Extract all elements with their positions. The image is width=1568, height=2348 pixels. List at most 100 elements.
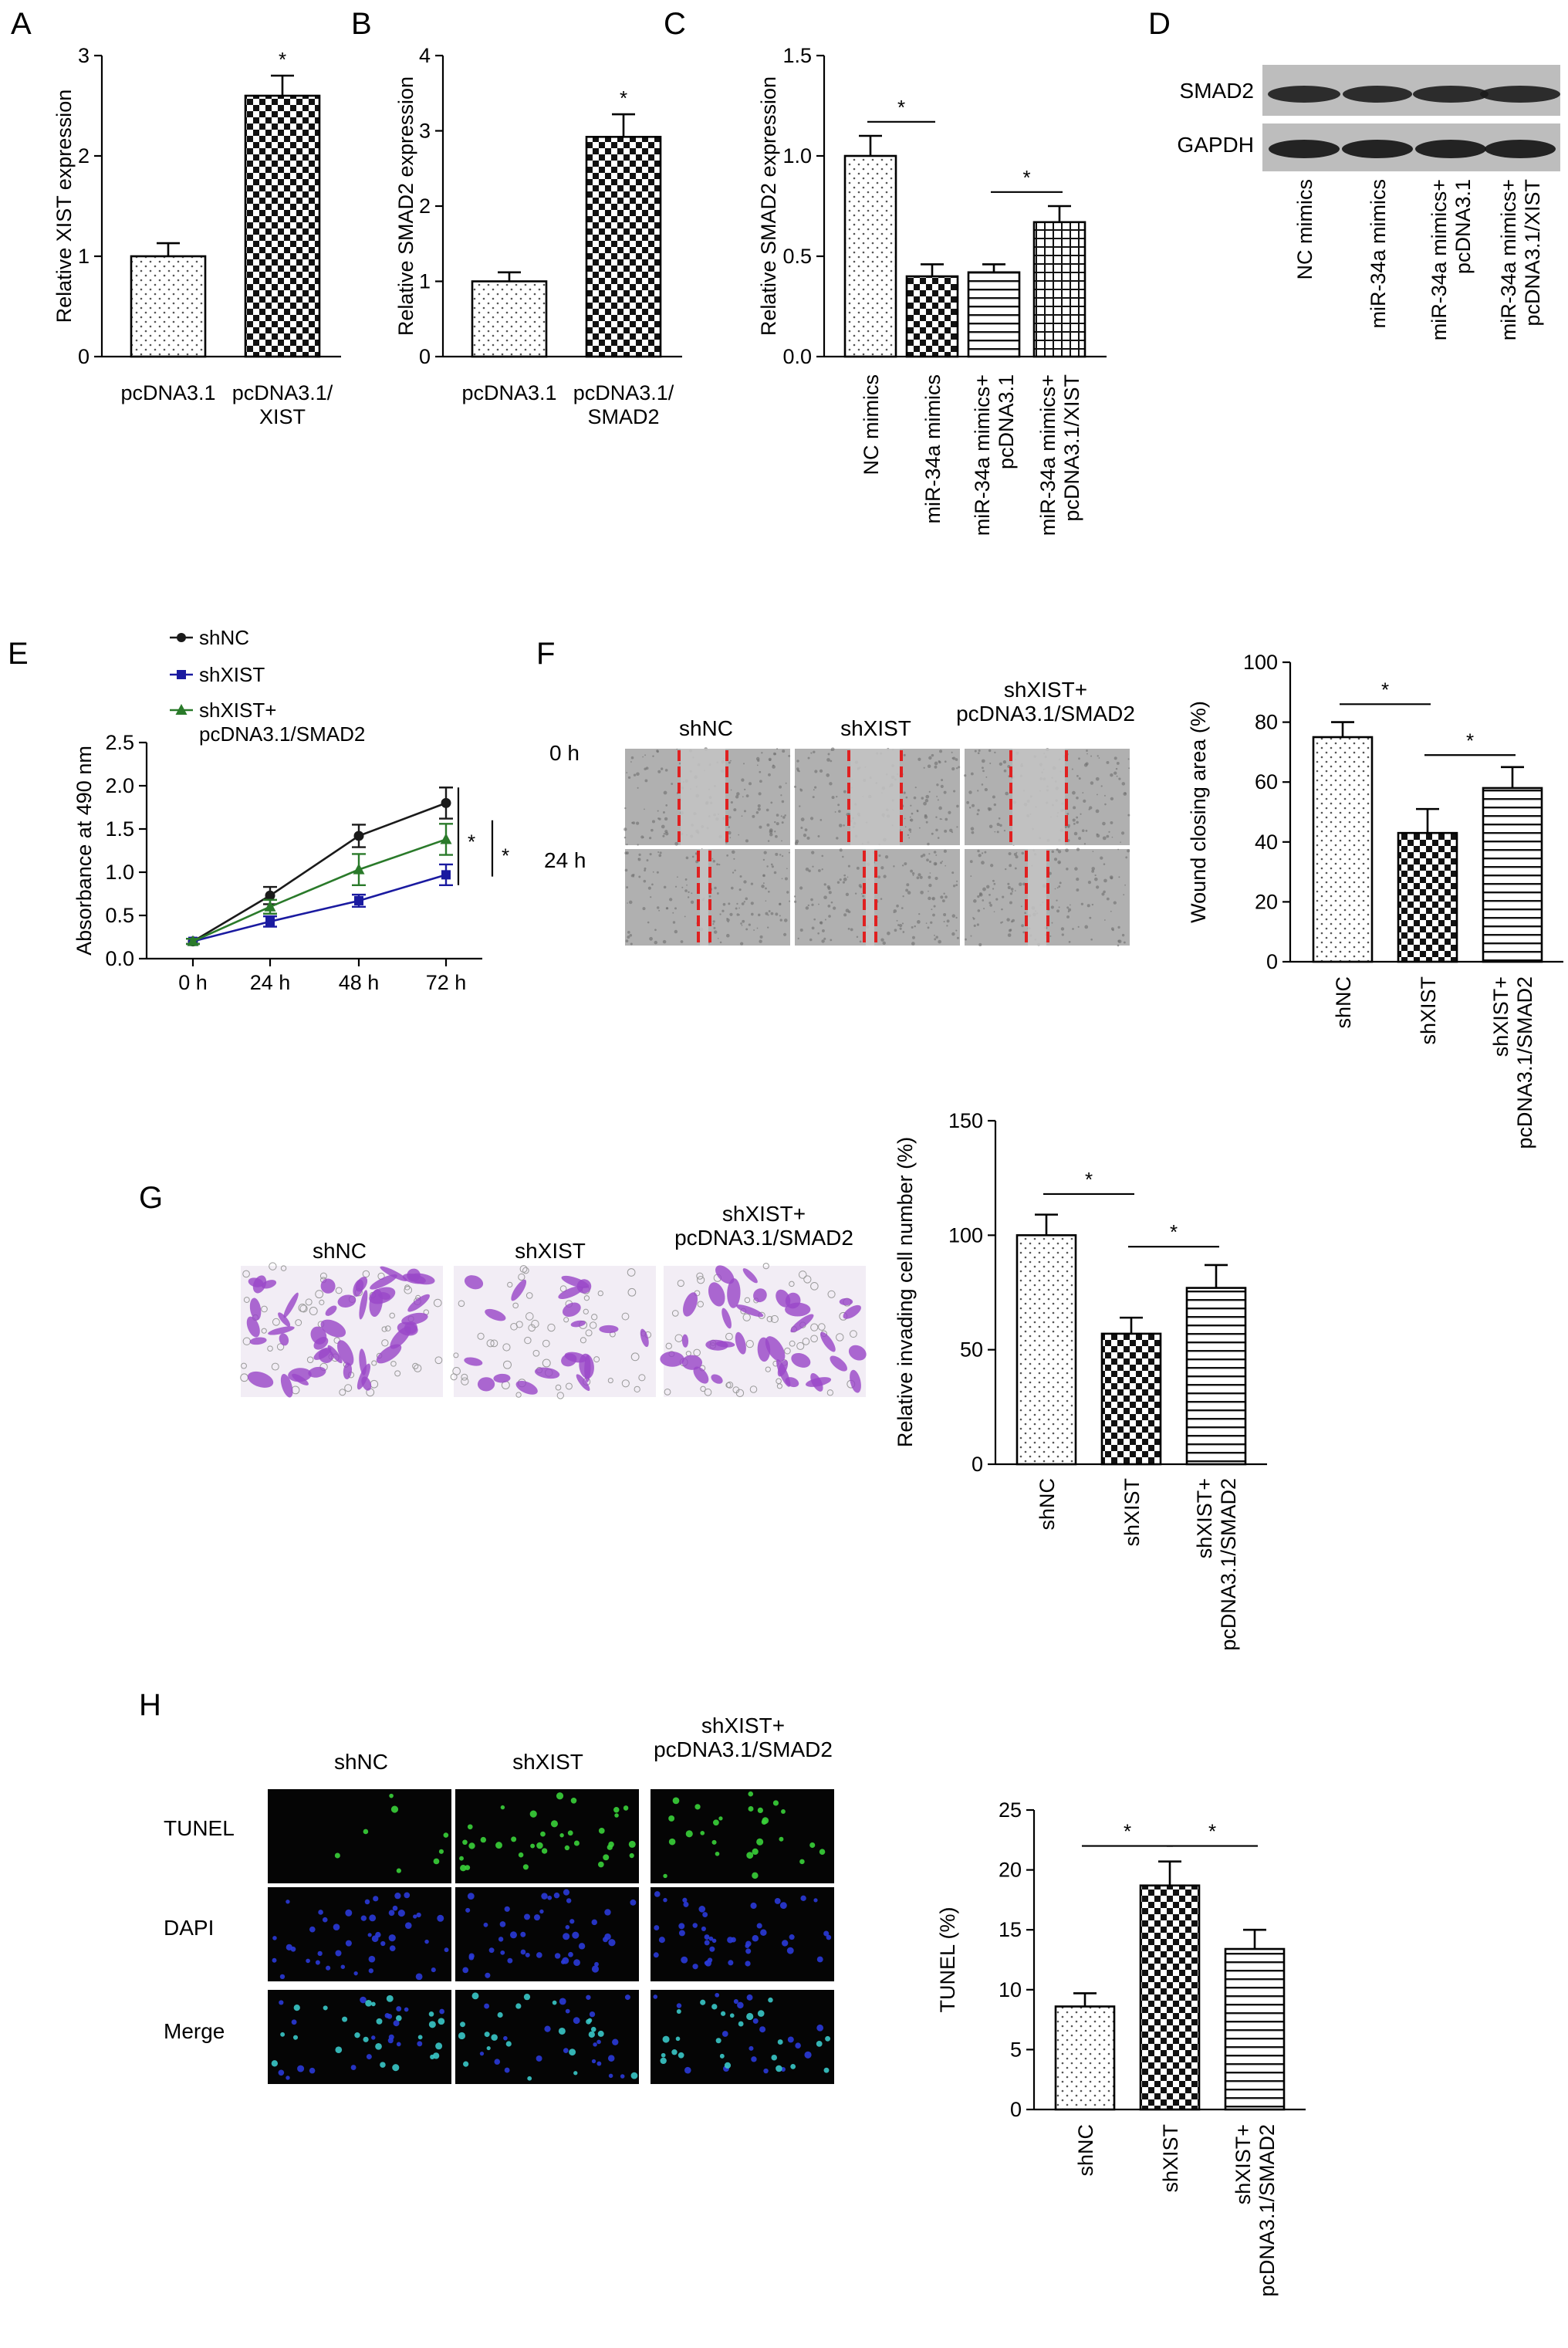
pore	[242, 1270, 250, 1278]
cell-speck	[768, 910, 771, 912]
y-tick-label: 20	[1255, 890, 1278, 913]
pore	[524, 1336, 532, 1345]
cell-speck	[775, 834, 778, 838]
cell-speck	[767, 840, 770, 842]
cell-speck	[750, 912, 754, 916]
x-category-label: shNC	[1074, 2124, 1097, 2177]
nucleus	[486, 2045, 491, 2051]
cell-speck	[626, 851, 629, 854]
nucleus	[523, 1994, 531, 2001]
cell-speck	[776, 748, 779, 750]
nucleus	[484, 2003, 490, 2009]
cell-speck	[981, 861, 985, 865]
cell-speck	[929, 872, 931, 874]
cell-speck	[649, 853, 652, 856]
nucleus	[624, 1994, 630, 2001]
cell-speck	[627, 902, 628, 904]
cell-speck	[796, 760, 799, 763]
pore	[453, 1352, 459, 1358]
cell-speck	[738, 907, 740, 909]
cell-speck	[1068, 940, 1071, 943]
cell-speck	[999, 762, 1003, 766]
panel-letter-h: H	[139, 1688, 161, 1722]
pore	[507, 1281, 513, 1288]
cell-speck	[714, 886, 717, 890]
cell-speck	[828, 915, 831, 918]
nucleus	[376, 2018, 383, 2025]
pore	[697, 1276, 705, 1284]
blot-row-label: GAPDH	[1177, 133, 1254, 157]
nucleus	[384, 2012, 390, 2018]
cell-speck	[1051, 850, 1055, 854]
series-line	[192, 802, 447, 942]
cell-speck	[805, 867, 809, 871]
invading-cell	[561, 1353, 577, 1367]
cell-speck	[1056, 909, 1060, 913]
nucleus	[375, 1931, 381, 1938]
cell-speck	[946, 925, 948, 927]
fluorescence-tile	[268, 1789, 451, 1883]
cell-speck	[902, 895, 904, 898]
cell-speck	[767, 890, 770, 893]
cell-speck	[843, 877, 847, 881]
nucleus	[430, 2054, 435, 2060]
bar	[1139, 1884, 1201, 2111]
cell-speck	[736, 913, 739, 916]
cell-speck	[1076, 816, 1079, 819]
cell-speck	[763, 851, 767, 854]
cell-speck	[811, 926, 815, 930]
nucleus	[750, 1902, 757, 1910]
cell-speck	[783, 919, 788, 922]
cell-speck	[982, 887, 986, 891]
nucleus	[536, 2055, 542, 2062]
cell-speck	[789, 900, 791, 902]
pore	[784, 1347, 791, 1355]
cell-speck	[998, 817, 1001, 820]
cell-speck	[982, 770, 985, 773]
invading-cell	[464, 1357, 483, 1366]
cell-speck	[1022, 931, 1025, 934]
cell-speck	[677, 876, 678, 878]
cell-speck	[719, 913, 721, 915]
invading-cell	[477, 1377, 495, 1392]
transwell-tile	[664, 1266, 866, 1397]
invading-cell	[660, 1351, 684, 1367]
cell-speck	[708, 895, 711, 898]
cell-speck	[1106, 897, 1110, 901]
invading-cell	[370, 1274, 397, 1290]
pore	[269, 1262, 277, 1270]
fluorescence-tile	[651, 1789, 834, 1883]
cell-speck	[899, 927, 902, 930]
cell-speck	[951, 767, 955, 771]
cell-speck	[977, 895, 980, 898]
cell-speck	[827, 904, 831, 908]
pore	[319, 1299, 325, 1305]
pore	[450, 1373, 458, 1381]
cell-speck	[1057, 860, 1062, 864]
cell-speck	[726, 918, 728, 920]
cell-speck	[928, 860, 932, 863]
cell-speck	[882, 941, 886, 946]
y-tick-label: 2.0	[105, 774, 134, 797]
x-category-label: pcDNA3.1	[461, 381, 556, 404]
nucleus	[389, 1945, 396, 1952]
invading-cell	[283, 1292, 299, 1318]
cell-speck	[1015, 851, 1018, 854]
pore	[725, 1332, 733, 1341]
invading-cell	[407, 1268, 421, 1282]
cell-speck	[965, 938, 967, 941]
cell-speck	[945, 817, 948, 821]
invading-cell	[247, 1371, 274, 1388]
cell-speck	[765, 912, 769, 915]
invading-cell	[278, 1312, 291, 1327]
nucleus	[459, 1856, 464, 1861]
nucleus	[539, 1909, 544, 1914]
nucleus	[745, 1944, 750, 1948]
nucleus	[439, 2008, 444, 2015]
nucleus	[586, 1994, 591, 2000]
nucleus	[499, 1921, 506, 1927]
cell-speck	[1014, 867, 1017, 870]
invading-cell	[727, 1278, 741, 1308]
cell-speck	[658, 909, 661, 912]
cell-speck	[1104, 803, 1107, 806]
